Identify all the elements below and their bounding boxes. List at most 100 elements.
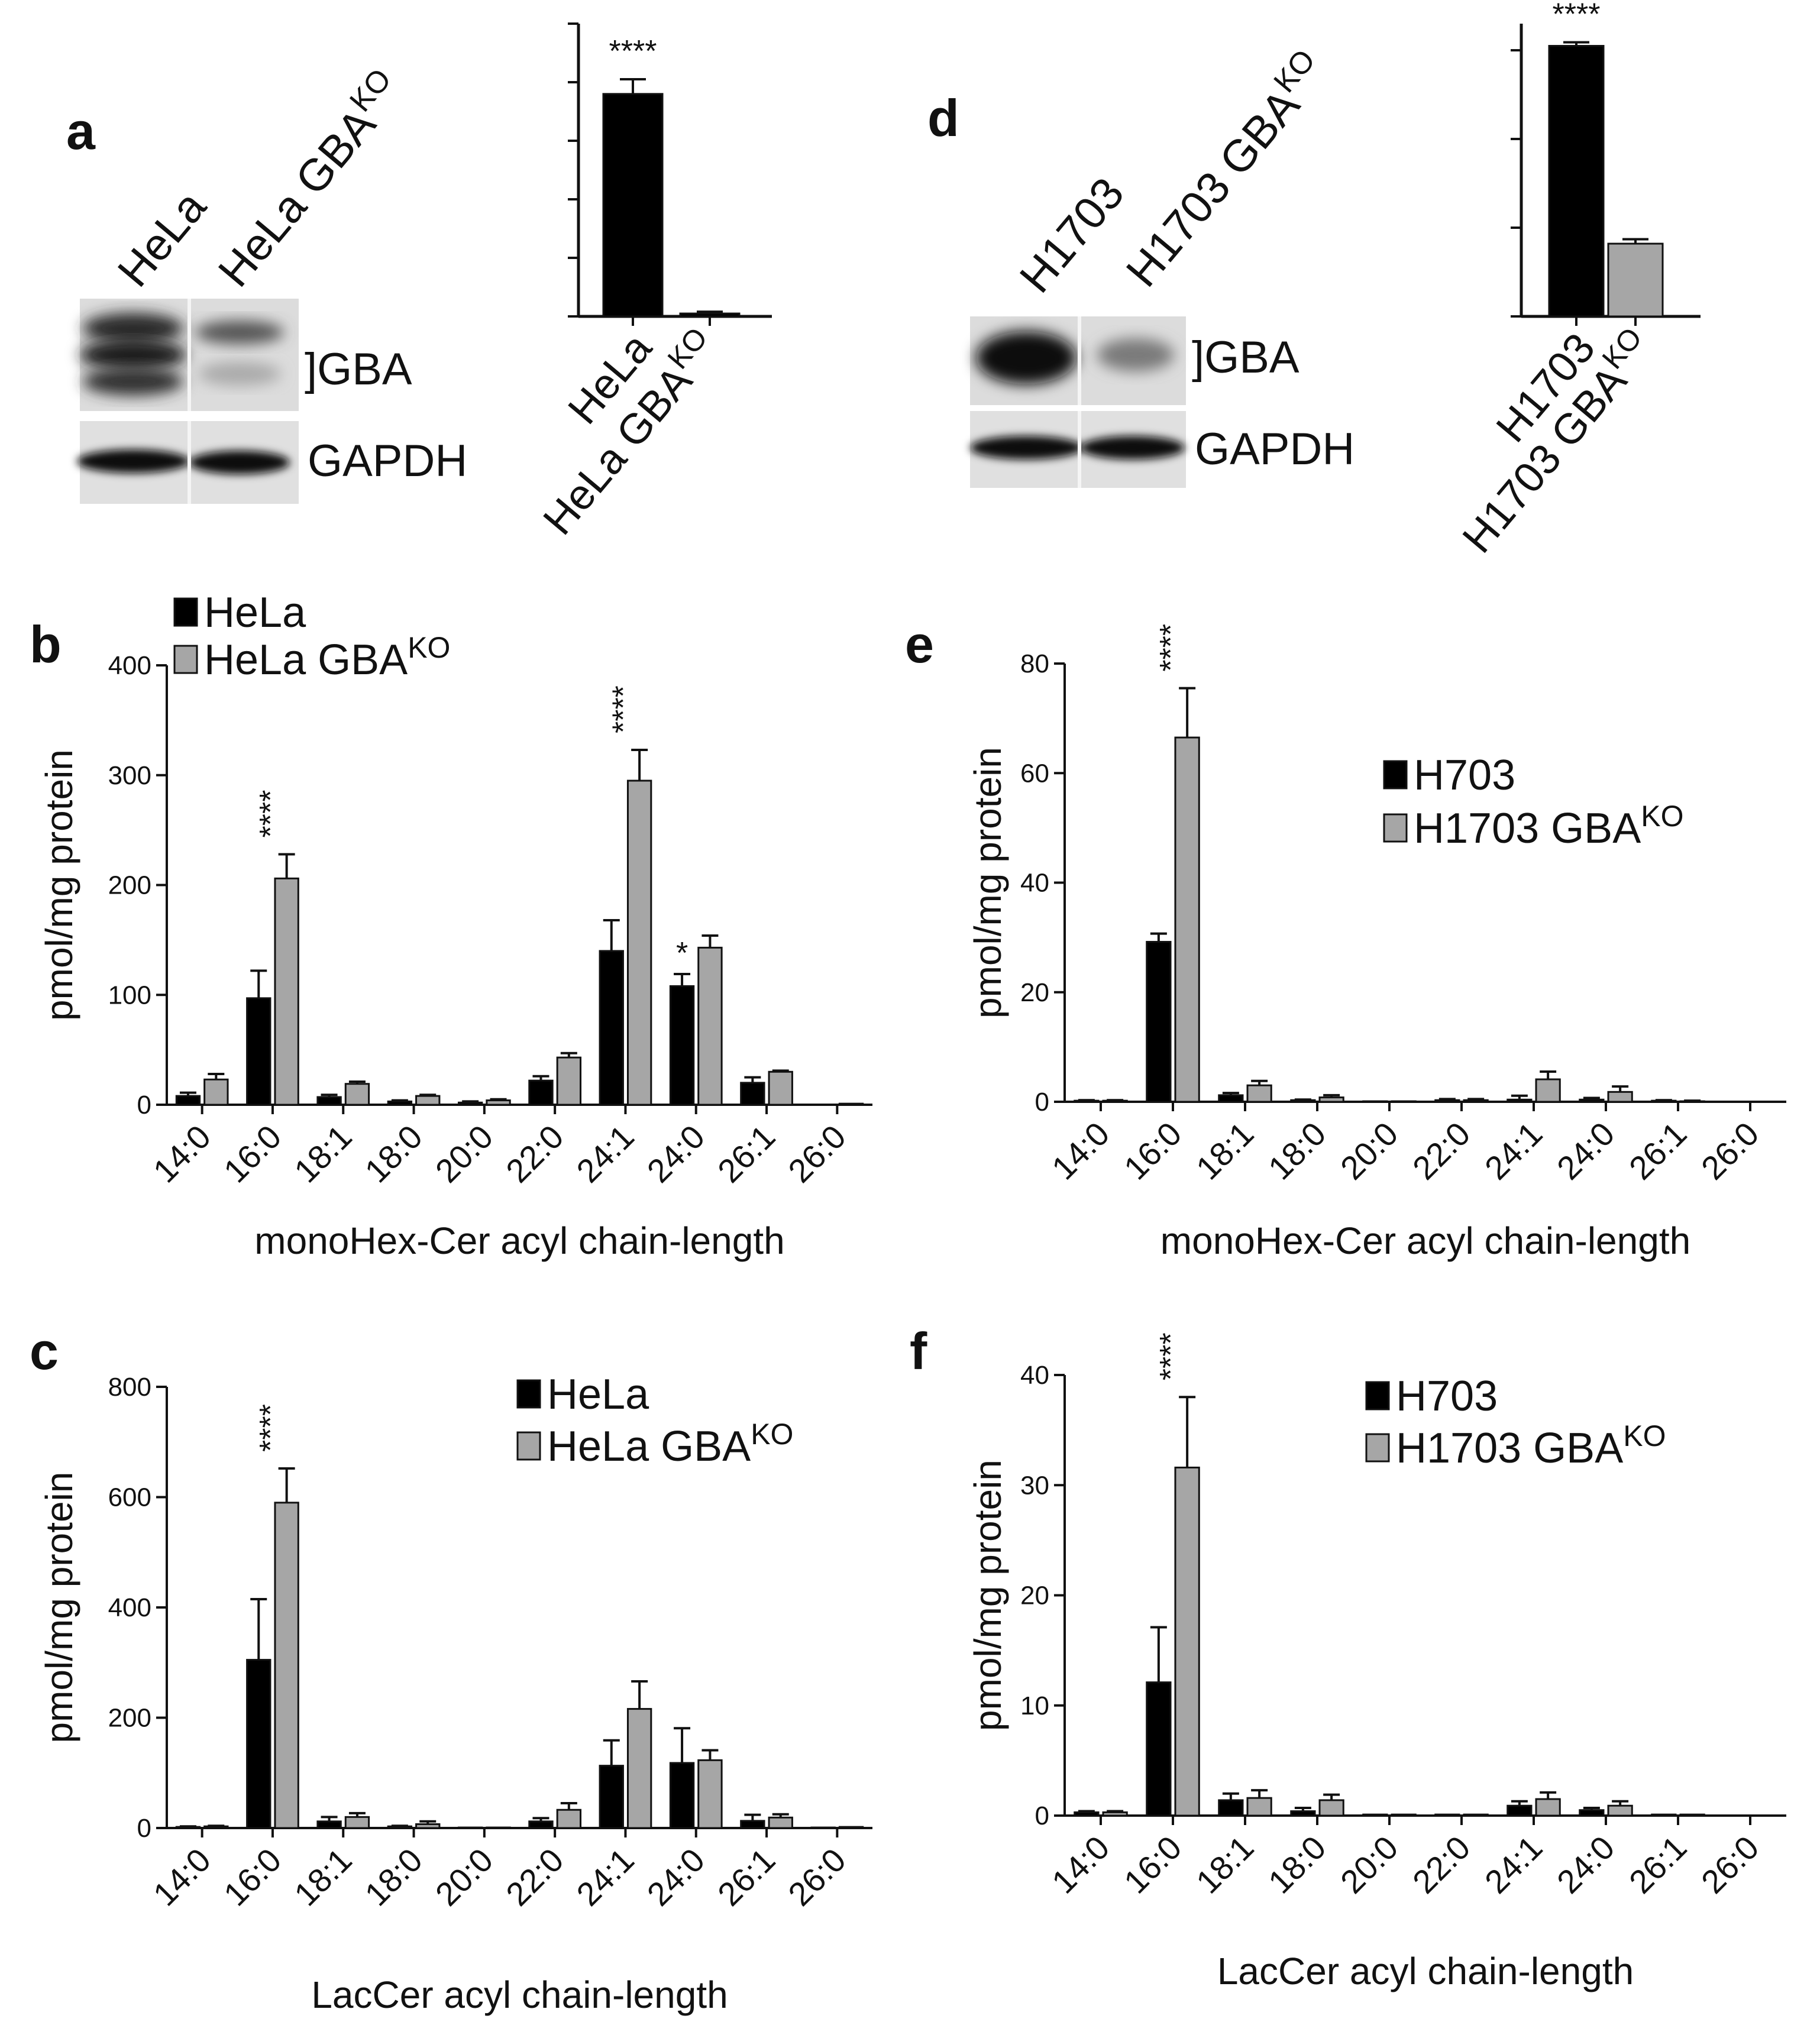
bar-ko	[768, 1070, 793, 1106]
chart-b-monohexcer-hela: 0 100 200 300 400 pmol/mg protein 14:016:018:1…	[38, 589, 872, 1262]
lane-label-h1703: H1703	[1010, 169, 1134, 302]
bar-control	[387, 1100, 413, 1106]
blot-gapdh-d	[970, 411, 1186, 488]
bar-ko	[415, 1823, 441, 1829]
bar-control	[1434, 1099, 1460, 1103]
panel-letter-c: c	[30, 1322, 59, 1380]
bar-control	[599, 950, 624, 1106]
bar-ko	[1391, 1813, 1417, 1817]
chart-f-laccer-h1703: 0 10 20 30 40 pmol/mg protein 14:0 16:0 18:1 18:0…	[966, 1332, 1786, 1992]
blot-label-gapdh-a: GAPDH	[308, 436, 467, 486]
y-tick-label: 0	[137, 1814, 151, 1843]
x-tick-label: 18:1	[1189, 1829, 1261, 1901]
y-tick-label: 40	[1020, 869, 1049, 898]
x-tick-label: 14:0	[1045, 1829, 1117, 1901]
x-tick-label: 16:0	[216, 1118, 289, 1190]
bar	[679, 312, 741, 318]
x-tick-label: 24:0	[640, 1118, 712, 1190]
bar-control	[1434, 1813, 1460, 1817]
y-axis-label: pmol/mg protein	[38, 749, 80, 1021]
x-tick-label: 26:1	[710, 1841, 783, 1913]
y-tick-label: 0	[1035, 1088, 1049, 1117]
lane-label-h1703-gbako: H1703 GBAKO	[1113, 43, 1338, 296]
legend-label: H1703 GBAKO	[1414, 800, 1683, 852]
bar-ko	[486, 1099, 511, 1106]
x-tick-label: 18:1	[287, 1841, 359, 1913]
legend-swatch	[1365, 1381, 1390, 1410]
x-axis-label: LacCer acyl chain-length	[311, 1974, 728, 2016]
y-axis-label: pmol/mg protein	[966, 747, 1009, 1018]
blot-label-gba-a: ]GBA	[305, 344, 412, 394]
legend-label: H1703 GBAKO	[1396, 1419, 1666, 1472]
chart-e-monohexcer-h1703: 0 20 40 60 80 pmol/mg protein 14:0 16:0 18:1 18:0…	[966, 624, 1786, 1262]
x-tick-label: 24:1	[569, 1118, 641, 1190]
bar-control	[1579, 1098, 1605, 1103]
x-axis-label: monoHex-Cer acyl chain-length	[254, 1219, 784, 1262]
bar-control	[1362, 1100, 1388, 1103]
bar-control	[1146, 941, 1172, 1103]
blot-label-gapdh-d: GAPDH	[1195, 424, 1355, 474]
bar-control	[457, 1101, 483, 1106]
x-tick-label: 18:1	[1189, 1115, 1261, 1187]
bar-control	[740, 1820, 765, 1829]
significance-label: ****	[606, 685, 641, 733]
bar-control	[246, 1659, 271, 1829]
bar-control	[528, 1079, 554, 1106]
bar-ko	[415, 1095, 441, 1106]
bar-ko	[344, 1083, 370, 1106]
x-tick-label: 26:0	[781, 1118, 853, 1190]
x-tick-label: 20:0	[1333, 1829, 1405, 1901]
y-tick-label: 800	[108, 1373, 151, 1402]
x-tick-label: 16:0	[1117, 1115, 1189, 1187]
x-tick-label: 26:0	[1694, 1115, 1766, 1187]
y-axis-label: pmol/mg protein	[966, 1460, 1009, 1731]
bar-ko	[1535, 1078, 1561, 1103]
chart-c-laccer-hela: 0 200 400 600 800 pmol/mg protein 14:016:018:1…	[38, 1371, 872, 2016]
bar	[1548, 45, 1605, 318]
bar-control	[1362, 1813, 1388, 1817]
significance-label: *	[676, 936, 688, 970]
bar-ko	[626, 779, 652, 1106]
y-tick-label: 20	[1020, 1581, 1049, 1610]
x-tick-label: 20:0	[428, 1118, 500, 1190]
bar-control	[1507, 1804, 1533, 1817]
x-tick-label: 14:0	[146, 1841, 218, 1913]
lane-label-hela-gbako: HeLa GBAKO	[205, 62, 414, 296]
y-tick-label: 200	[108, 1704, 151, 1733]
panel-letter-d: d	[927, 89, 959, 147]
bar-control	[457, 1826, 483, 1829]
y-tick-label: 40	[1020, 1361, 1049, 1390]
x-tick-label: 20:0	[428, 1841, 500, 1913]
x-tick-label: 26:1	[1622, 1115, 1694, 1187]
bar-control	[669, 1762, 695, 1829]
bar-ko	[1463, 1813, 1489, 1817]
y-tick-label: 0	[137, 1091, 151, 1120]
bar-control	[246, 997, 271, 1106]
x-tick-label: 20:0	[1333, 1115, 1405, 1187]
x-tick-label: 22:0	[499, 1841, 571, 1913]
x-tick-label: 14:0	[1045, 1115, 1117, 1187]
y-tick-label: 600	[108, 1483, 151, 1512]
panel-letter-e: e	[905, 615, 934, 674]
lane-label-hela: HeLa	[108, 182, 216, 296]
legend-swatch	[516, 1379, 541, 1409]
x-tick-label: 26:0	[781, 1841, 853, 1913]
x-tick-label: 26:0	[1694, 1829, 1766, 1901]
bar-control	[810, 1826, 836, 1829]
bar-control	[1074, 1811, 1100, 1817]
y-tick-label: 80	[1020, 649, 1049, 678]
bar-control	[599, 1765, 624, 1829]
bar-control	[1218, 1799, 1244, 1817]
significance-label: ****	[1553, 0, 1601, 32]
bar-ko	[697, 946, 723, 1106]
x-tick-label: 26:1	[1622, 1829, 1694, 1901]
bar-control	[740, 1082, 765, 1106]
bar-control	[1579, 1809, 1605, 1817]
bar-control	[1651, 1813, 1677, 1817]
bar-ko	[486, 1826, 511, 1829]
x-tick-label: 22:0	[1405, 1829, 1478, 1901]
blot-gba-a	[80, 299, 299, 411]
panel-letter-b: b	[30, 615, 62, 674]
legend-label: HeLa	[547, 1371, 649, 1418]
significance-label: ****	[1154, 624, 1188, 672]
